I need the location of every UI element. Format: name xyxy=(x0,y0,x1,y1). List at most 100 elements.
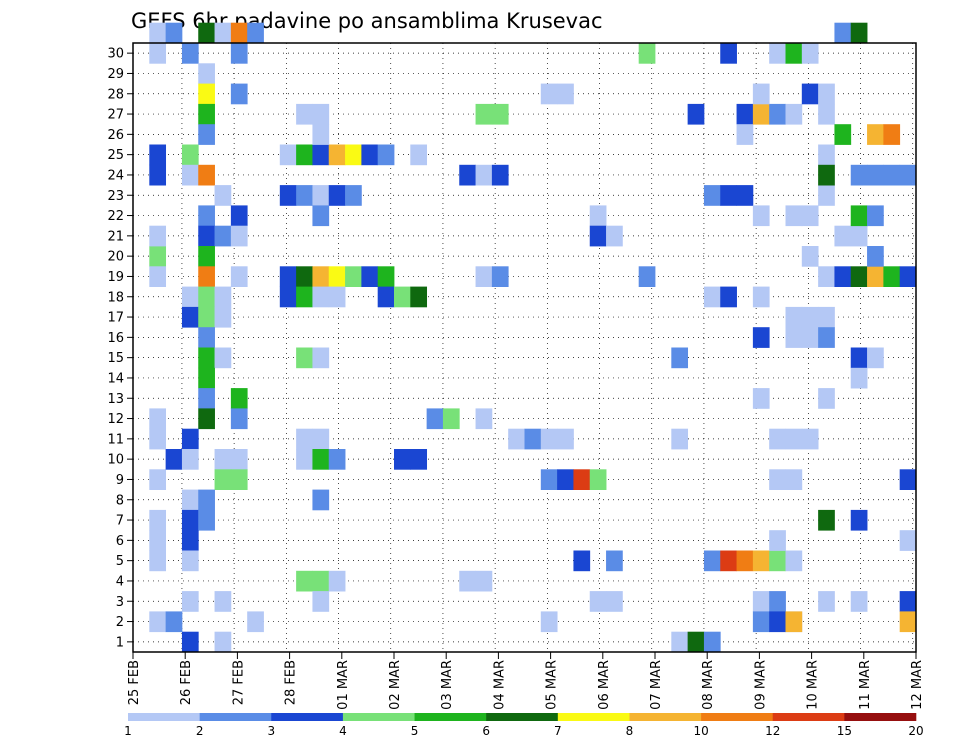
x-tick-label: 08 MAR xyxy=(701,660,716,710)
precip-cell xyxy=(850,591,868,612)
precip-cell xyxy=(312,347,330,369)
x-tick-label: 07 MAR xyxy=(649,660,664,710)
x-tick-label: 09 MAR xyxy=(753,660,768,710)
precip-cell xyxy=(899,611,917,633)
precip-cell xyxy=(752,591,770,612)
y-tick-label: 22 xyxy=(107,209,124,224)
precip-cell xyxy=(540,611,558,633)
precip-cell xyxy=(818,103,835,125)
y-tick-label: 12 xyxy=(107,412,124,427)
precip-cell xyxy=(720,43,737,64)
precip-cell xyxy=(720,185,737,206)
colorbar: 1 2 3 4 5 6 7 8 10 12 15 20 xyxy=(124,713,924,738)
precip-cell xyxy=(181,509,199,531)
precip-cell xyxy=(801,205,819,227)
x-tick-label: 25 FEB xyxy=(127,660,142,705)
precip-cell xyxy=(867,124,884,145)
precip-cell xyxy=(149,43,167,64)
x-tick-label: 28 FEB xyxy=(284,660,299,705)
precip-cell xyxy=(296,144,313,166)
y-tick-label: 5 xyxy=(116,554,124,569)
precip-cell xyxy=(736,103,754,125)
precip-cell xyxy=(769,530,786,551)
precip-cell xyxy=(377,266,395,287)
precip-cell xyxy=(296,347,313,369)
precip-cell xyxy=(801,428,819,450)
precip-cell xyxy=(312,144,330,166)
precip-cell xyxy=(818,266,835,287)
precip-cell xyxy=(312,205,330,227)
precip-cell xyxy=(345,185,362,206)
precip-cell xyxy=(198,266,215,287)
colorbar-swatch xyxy=(271,713,344,721)
precip-cell xyxy=(850,367,868,389)
precip-cell xyxy=(687,103,705,125)
precip-cell xyxy=(296,449,313,470)
colorbar-swatch xyxy=(128,713,200,721)
precip-cell xyxy=(785,327,803,348)
precip-cell xyxy=(230,449,248,470)
precip-cell xyxy=(312,286,330,308)
precip-cell xyxy=(149,225,167,247)
precip-cell xyxy=(899,266,917,287)
precip-cell xyxy=(328,286,346,308)
precip-cell xyxy=(589,591,607,612)
precip-cell xyxy=(785,550,803,572)
precip-cell xyxy=(214,631,232,653)
precip-cell xyxy=(769,591,786,612)
precip-cell xyxy=(230,469,248,490)
precip-cell xyxy=(410,286,428,308)
precip-cell xyxy=(214,225,232,247)
precip-cell xyxy=(198,388,215,409)
precip-cell xyxy=(475,103,493,125)
precip-cell xyxy=(557,428,574,450)
precip-cell xyxy=(198,205,215,227)
precip-cell xyxy=(606,550,623,572)
precip-cell xyxy=(540,428,558,450)
precip-cell xyxy=(149,408,167,430)
precip-cell xyxy=(149,266,167,287)
y-tick-label: 1 xyxy=(116,635,124,650)
precip-cell xyxy=(198,103,215,125)
precip-cell xyxy=(785,611,803,633)
precip-cell xyxy=(475,408,493,430)
precip-cell xyxy=(540,83,558,105)
precip-cell xyxy=(899,530,917,551)
precip-cell xyxy=(459,164,476,186)
y-tick-label: 2 xyxy=(116,615,124,630)
precip-cell xyxy=(524,428,542,450)
y-tick-label: 11 xyxy=(107,432,124,447)
precip-cell xyxy=(785,428,803,450)
y-tick-label: 27 xyxy=(107,108,124,123)
y-tick-label: 9 xyxy=(116,473,124,488)
precip-cell xyxy=(638,266,656,287)
precip-cell xyxy=(149,469,167,490)
precip-cell xyxy=(328,144,346,166)
precip-cell xyxy=(345,266,362,287)
precip-cell xyxy=(785,43,803,64)
precip-cell xyxy=(557,83,574,105)
precip-cell xyxy=(752,103,770,125)
precip-cell xyxy=(230,388,248,409)
precip-cell xyxy=(181,591,199,612)
precip-cell xyxy=(214,306,232,328)
x-tick-label: 03 MAR xyxy=(440,660,455,710)
precip-cell xyxy=(752,611,770,633)
precip-cell xyxy=(883,164,901,186)
precip-cell xyxy=(801,83,819,105)
colorbar-swatch xyxy=(557,713,630,721)
precip-cell xyxy=(818,144,835,166)
precip-cell xyxy=(818,509,835,531)
precip-cell xyxy=(818,327,835,348)
precip-cell xyxy=(459,570,476,592)
precip-cell xyxy=(165,449,183,470)
precip-cell xyxy=(769,43,786,64)
colorbar-swatch xyxy=(486,713,559,721)
x-tick-label: 27 FEB xyxy=(231,660,246,705)
precip-cell xyxy=(850,266,868,287)
precip-cell xyxy=(198,286,215,308)
precip-cell xyxy=(279,185,297,206)
precip-cell xyxy=(540,469,558,490)
colorbar-label: 15 xyxy=(837,724,852,738)
precip-cell xyxy=(328,570,346,592)
